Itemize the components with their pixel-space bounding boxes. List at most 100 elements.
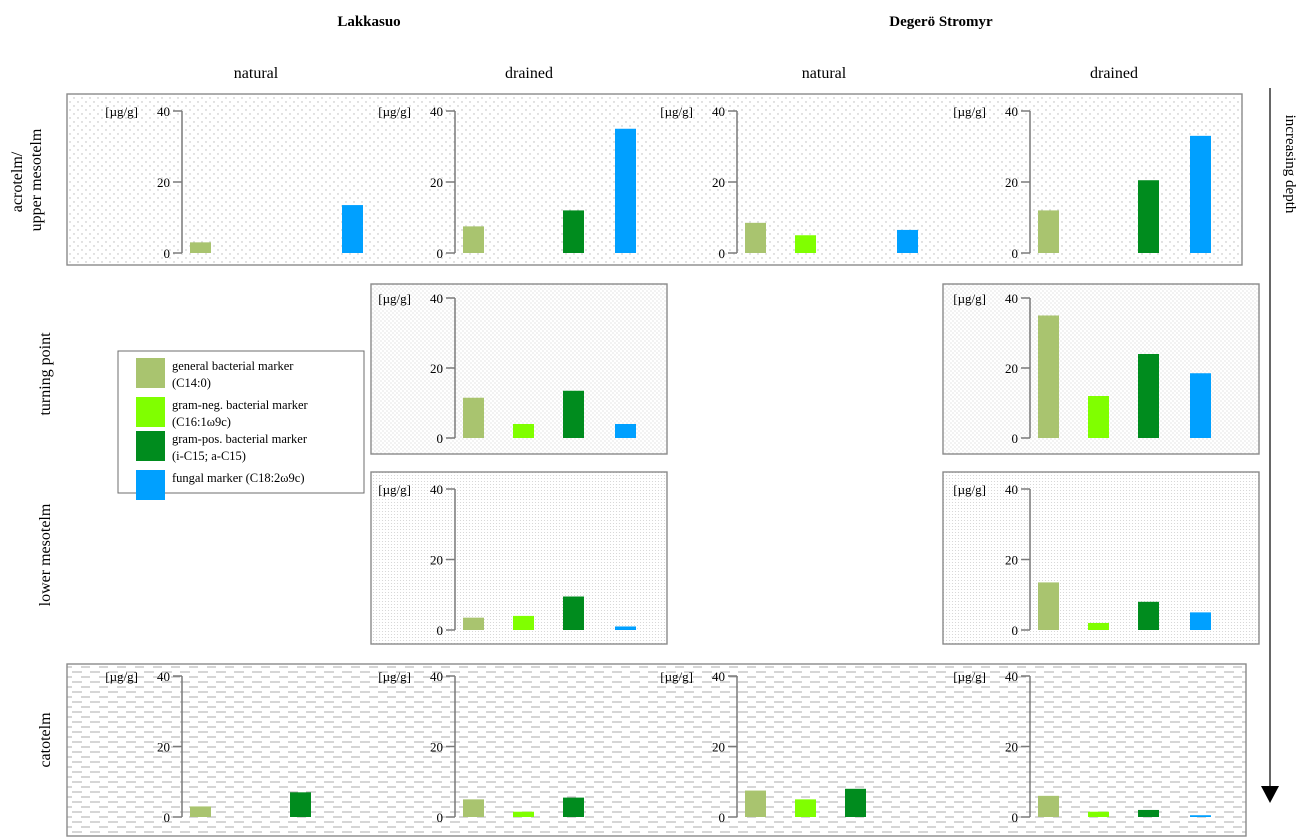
bar xyxy=(1088,396,1109,438)
bar xyxy=(463,397,484,438)
bar xyxy=(1088,811,1109,817)
legend-label-line: fungal marker (C18:2ω9c) xyxy=(172,471,305,485)
legend-label-line: (C14:0) xyxy=(172,376,211,390)
y-unit-label: [µg/g] xyxy=(953,669,986,684)
legend-label-line: (i-C15; a-C15) xyxy=(172,449,246,463)
bar xyxy=(513,811,534,817)
y-unit-label: [µg/g] xyxy=(378,482,411,497)
legend: general bacterial marker (C14:0) gram-neg.… xyxy=(117,350,365,500)
bar xyxy=(190,242,211,253)
y-tick-label: 40 xyxy=(1005,291,1018,306)
y-tick-label: 20 xyxy=(1005,740,1018,755)
bar xyxy=(1138,809,1159,817)
y-tick-label: 40 xyxy=(430,291,443,306)
subchart: 0 20 40 [µg/g] xyxy=(105,104,363,261)
y-tick-label: 0 xyxy=(164,810,171,825)
panel-background xyxy=(66,93,1243,266)
depth-arrowhead-icon xyxy=(1261,786,1279,803)
bar xyxy=(795,799,816,817)
bar xyxy=(563,797,584,817)
site-header-lakkasuo: Lakkasuo xyxy=(337,14,400,30)
subchart: 0 20 40 [µg/g] xyxy=(378,482,636,638)
y-tick-label: 20 xyxy=(157,175,170,190)
layer-label-turning-point: turning point xyxy=(37,332,54,416)
bar xyxy=(513,424,534,438)
y-tick-label: 0 xyxy=(1012,431,1019,446)
legend-swatch xyxy=(136,397,165,427)
layer-label-acrotelm: acrotelm/ upper mesotelm xyxy=(9,128,45,231)
bar xyxy=(1190,612,1211,630)
y-tick-label: 40 xyxy=(157,669,170,684)
bar xyxy=(563,210,584,253)
y-tick-label: 20 xyxy=(430,553,443,568)
bar xyxy=(463,226,484,253)
y-unit-label: [µg/g] xyxy=(953,291,986,306)
bar xyxy=(845,788,866,817)
bar-charts: 0 20 40 [µg/g] 0 20 40 [µg/g] 0 20 40 [µg/g] 0 20 40 [µ… xyxy=(105,104,1211,825)
y-unit-label: [µg/g] xyxy=(660,669,693,684)
layer-label-catotelm: catotelm xyxy=(37,712,54,768)
legend-label-line: general bacterial marker xyxy=(172,359,294,373)
bar xyxy=(1088,622,1109,630)
legend-swatch xyxy=(136,358,165,388)
y-unit-label: [µg/g] xyxy=(953,482,986,497)
subchart: 0 20 40 [µg/g] xyxy=(953,104,1211,261)
treatment-header-lakkasuo-drained: drained xyxy=(505,65,553,82)
legend-label-line: gram-pos. bacterial marker xyxy=(172,432,308,446)
y-tick-label: 0 xyxy=(437,623,444,638)
y-tick-label: 0 xyxy=(1012,810,1019,825)
bar xyxy=(342,205,363,253)
subchart: 0 20 40 [µg/g] xyxy=(953,291,1211,446)
bar xyxy=(290,792,311,817)
bar xyxy=(1138,354,1159,438)
y-tick-label: 40 xyxy=(712,669,725,684)
y-tick-label: 40 xyxy=(1005,482,1018,497)
y-tick-label: 20 xyxy=(430,175,443,190)
y-tick-label: 0 xyxy=(719,810,726,825)
subchart: 0 20 40 [µg/g] xyxy=(953,669,1211,825)
legend-label: gram-pos. bacterial marker (i-C15; a-C15) xyxy=(172,432,308,463)
y-tick-label: 20 xyxy=(1005,361,1018,376)
legend-swatch xyxy=(136,470,165,500)
bar xyxy=(513,615,534,630)
legend-label: general bacterial marker (C14:0) xyxy=(172,359,294,390)
y-tick-label: 0 xyxy=(1012,246,1019,261)
layer-label-lower-mesotelm: lower mesotelm xyxy=(37,503,54,606)
treatment-header-lakkasuo-natural: natural xyxy=(234,65,279,82)
panel-background xyxy=(370,471,668,645)
y-tick-label: 20 xyxy=(430,740,443,755)
y-unit-label: [µg/g] xyxy=(105,669,138,684)
subchart: 0 20 40 [µg/g] xyxy=(378,104,636,261)
depth-label: increasing depth xyxy=(1282,115,1298,214)
y-tick-label: 0 xyxy=(437,810,444,825)
y-unit-label: [µg/g] xyxy=(378,104,411,119)
treatment-header-degero-drained: drained xyxy=(1090,65,1138,82)
y-tick-label: 20 xyxy=(157,740,170,755)
bar xyxy=(615,128,636,253)
bar xyxy=(1038,795,1059,817)
y-tick-label: 0 xyxy=(719,246,726,261)
y-tick-label: 0 xyxy=(164,246,171,261)
y-tick-label: 20 xyxy=(1005,175,1018,190)
legend-label: gram-neg. bacterial marker (C16:1ω9c) xyxy=(172,398,309,429)
y-tick-label: 0 xyxy=(1012,623,1019,638)
y-tick-label: 20 xyxy=(712,740,725,755)
bar xyxy=(795,235,816,253)
site-header-degero: Degerö Stromyr xyxy=(889,14,993,30)
y-tick-label: 0 xyxy=(437,431,444,446)
y-unit-label: [µg/g] xyxy=(953,104,986,119)
y-tick-label: 40 xyxy=(157,104,170,119)
bar xyxy=(897,229,918,253)
bar xyxy=(745,790,766,817)
bar xyxy=(463,617,484,630)
legend-label-line: (C16:1ω9c) xyxy=(172,415,231,429)
y-unit-label: [µg/g] xyxy=(378,291,411,306)
subchart: 0 20 40 [µg/g] xyxy=(378,669,584,825)
y-unit-label: [µg/g] xyxy=(105,104,138,119)
bar xyxy=(1190,815,1211,817)
bar xyxy=(1190,373,1211,438)
bar xyxy=(1038,210,1059,253)
treatment-header-degero-natural: natural xyxy=(802,65,847,82)
y-tick-label: 20 xyxy=(430,361,443,376)
bar xyxy=(615,626,636,630)
